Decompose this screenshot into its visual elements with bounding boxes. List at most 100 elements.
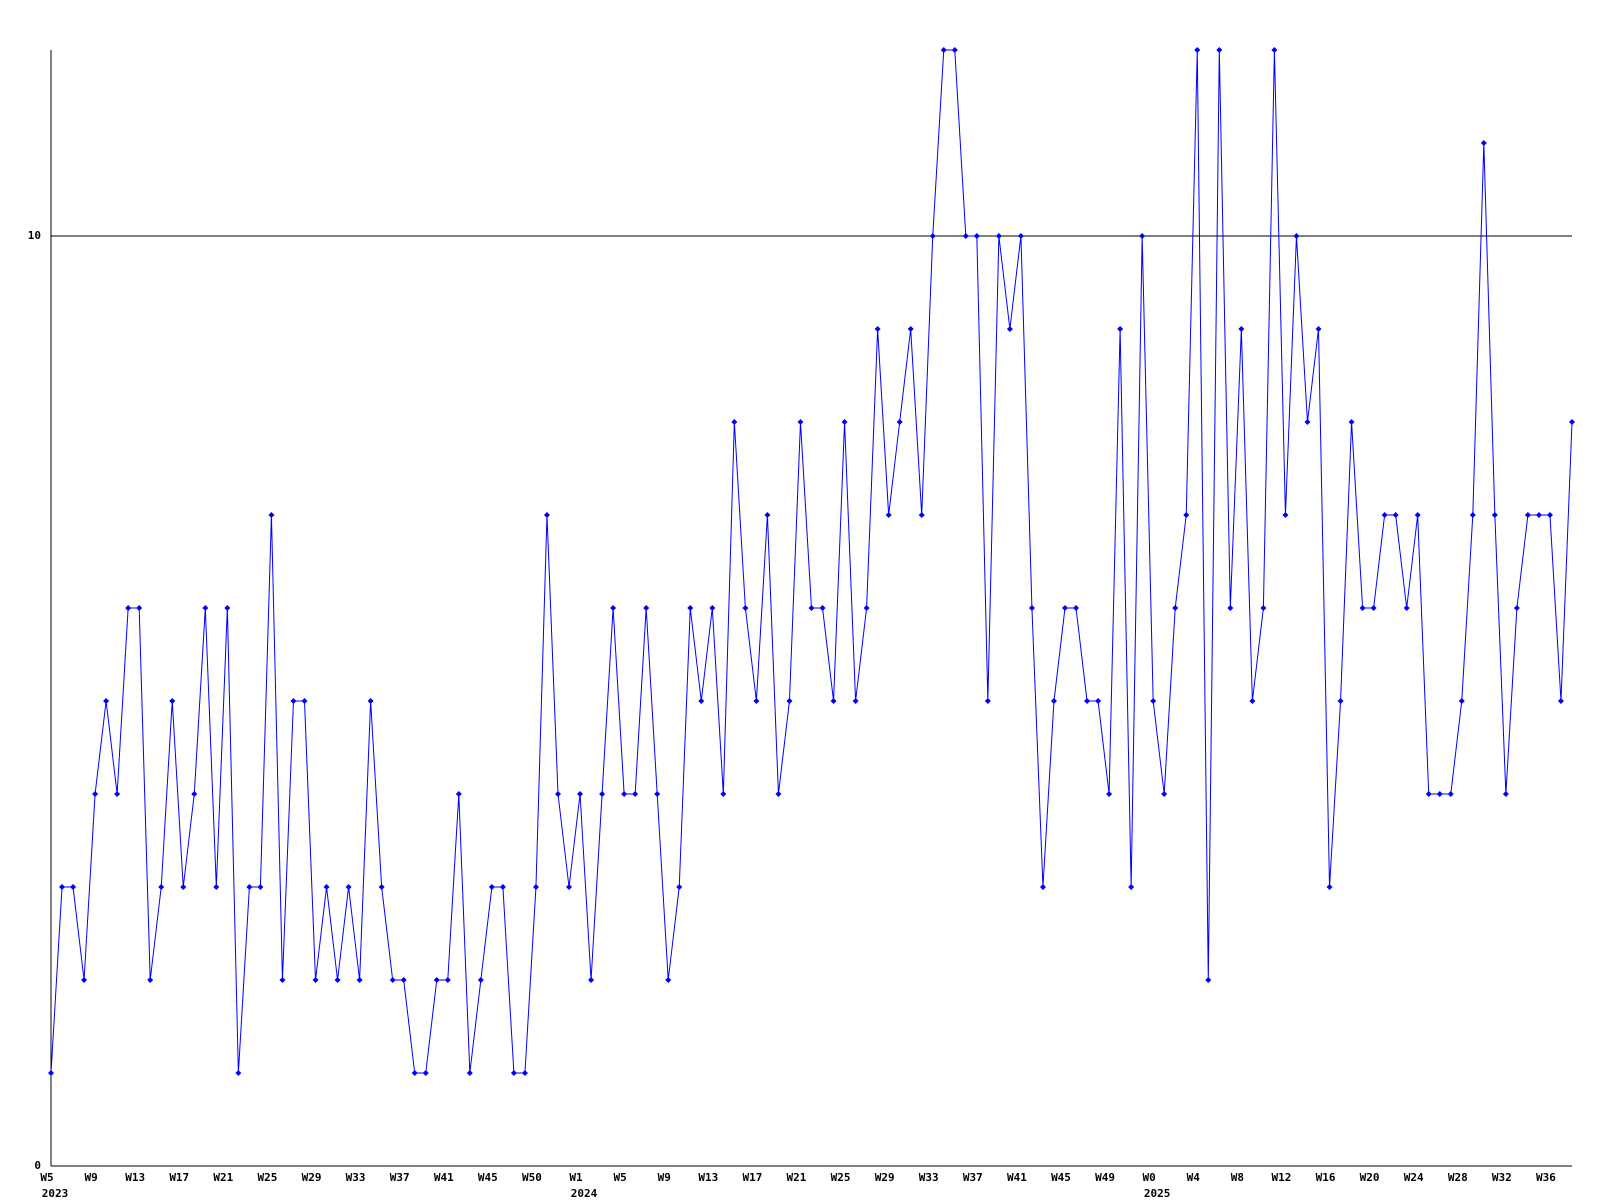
point [323, 884, 330, 890]
point [444, 977, 451, 983]
point [400, 977, 407, 983]
x-tick-label: W50 [522, 1171, 542, 1184]
point [753, 698, 760, 704]
point [378, 884, 385, 890]
point [1106, 791, 1113, 797]
point [455, 791, 462, 797]
point [654, 791, 661, 797]
point [1480, 140, 1487, 146]
x-tick-label: W9 [658, 1171, 671, 1184]
point [1150, 698, 1157, 704]
year-label: 2023 [42, 1187, 69, 1200]
point [1139, 233, 1146, 239]
point [1216, 47, 1223, 53]
x-tick-label: W37 [963, 1171, 983, 1184]
x-tick-label: W25 [831, 1171, 851, 1184]
point [1161, 791, 1168, 797]
point [1425, 791, 1432, 797]
x-tick-label: W29 [302, 1171, 322, 1184]
point [1414, 512, 1421, 518]
point [841, 419, 848, 425]
point [1095, 698, 1102, 704]
point [191, 791, 198, 797]
point [1073, 605, 1080, 611]
x-tick-label: W8 [1231, 1171, 1244, 1184]
point [246, 884, 253, 890]
point [70, 884, 77, 890]
point [1205, 977, 1212, 983]
point [1469, 512, 1476, 518]
x-tick-label: W5 [614, 1171, 627, 1184]
x-tick-label: W33 [919, 1171, 939, 1184]
data-line [50, 49, 1573, 1074]
point [224, 605, 231, 611]
point [1370, 605, 1377, 611]
x-tick-label: W29 [875, 1171, 895, 1184]
y-tick-label: 0 [34, 1159, 41, 1172]
point [422, 1070, 429, 1076]
point [114, 791, 121, 797]
point [279, 977, 286, 983]
point [929, 233, 936, 239]
x-tick-label: W28 [1448, 1171, 1468, 1184]
x-tick-label: W16 [1316, 1171, 1336, 1184]
point [301, 698, 308, 704]
point [1183, 512, 1190, 518]
point [1062, 605, 1068, 611]
point [1293, 233, 1300, 239]
x-tick-label: W4 [1187, 1171, 1201, 1184]
point [136, 605, 143, 611]
point [1172, 605, 1179, 611]
x-tick-label: W20 [1360, 1171, 1380, 1184]
x-tick-label: W13 [698, 1171, 718, 1184]
point [1403, 605, 1410, 611]
x-tick-label: W45 [478, 1171, 498, 1184]
point [202, 605, 209, 611]
point [1117, 326, 1124, 332]
point [610, 605, 617, 611]
x-tick-label: W24 [1404, 1171, 1424, 1184]
point [555, 791, 561, 797]
x-tick-label: W17 [742, 1171, 762, 1184]
point [863, 605, 870, 611]
x-tick-label: W49 [1095, 1171, 1115, 1184]
point [1326, 884, 1333, 890]
point [1194, 47, 1201, 53]
point [995, 233, 1002, 239]
point [499, 884, 506, 890]
x-tick-label: W21 [213, 1171, 233, 1184]
x-tick-label: W1 [569, 1171, 583, 1184]
x-tick-label: W17 [169, 1171, 189, 1184]
point [158, 884, 165, 890]
point [962, 233, 969, 239]
point [830, 698, 837, 704]
point [720, 791, 727, 797]
point [599, 791, 606, 797]
point [1128, 884, 1135, 890]
point [1084, 698, 1091, 704]
point [1304, 419, 1311, 425]
point [389, 977, 396, 983]
point [1227, 605, 1234, 611]
point [775, 791, 782, 797]
point [411, 1070, 418, 1076]
point [709, 605, 716, 611]
point [213, 884, 220, 890]
point [367, 698, 374, 704]
x-tick-label: W21 [787, 1171, 807, 1184]
x-tick-label: W12 [1271, 1171, 1291, 1184]
point [940, 47, 947, 53]
point [1557, 698, 1564, 704]
point [918, 512, 925, 518]
point [742, 605, 749, 611]
point [147, 977, 154, 983]
point [125, 605, 132, 611]
point [1039, 884, 1046, 890]
point [577, 791, 584, 797]
point [488, 884, 495, 890]
x-tick-label: W41 [1007, 1171, 1027, 1184]
point [1381, 512, 1388, 518]
point [1436, 791, 1443, 797]
point [1028, 605, 1035, 611]
